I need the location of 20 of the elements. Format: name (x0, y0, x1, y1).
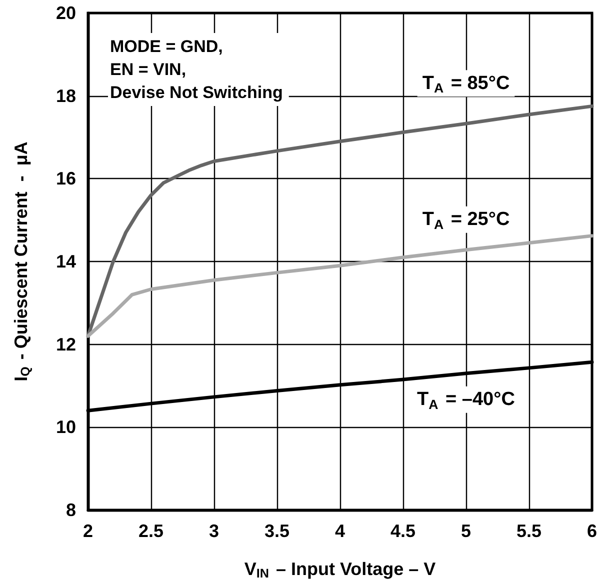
y-tick-label: 16 (56, 168, 76, 189)
y-tick-label: 10 (56, 417, 76, 438)
line-series (86, 234, 594, 338)
y-tick-label: 18 (56, 86, 76, 106)
x-tick-label: 4.5 (390, 521, 416, 541)
x-tick-label: 5.5 (516, 521, 542, 541)
line-series (86, 104, 594, 338)
y-tick-label: 8 (66, 500, 76, 520)
y-tick-label: 12 (56, 334, 76, 354)
x-tick-label: 2 (82, 521, 94, 541)
y-tick-label: 14 (56, 252, 76, 272)
y-tick-label: 20 (56, 3, 76, 23)
y-axis-title: IQ - Quiescent Current - μA (11, 142, 32, 382)
x-tick-label: 3.5 (264, 521, 290, 541)
x-tick-label: 3 (208, 521, 220, 541)
annotation: MODE = GND, EN = VIN, Devise Not Switching (110, 37, 283, 102)
x-tick-label: 5 (460, 521, 472, 541)
x-tick-label: 2.5 (138, 521, 164, 541)
x-tick-label: 6 (586, 521, 597, 541)
x-tick-label: 4 (334, 521, 346, 541)
